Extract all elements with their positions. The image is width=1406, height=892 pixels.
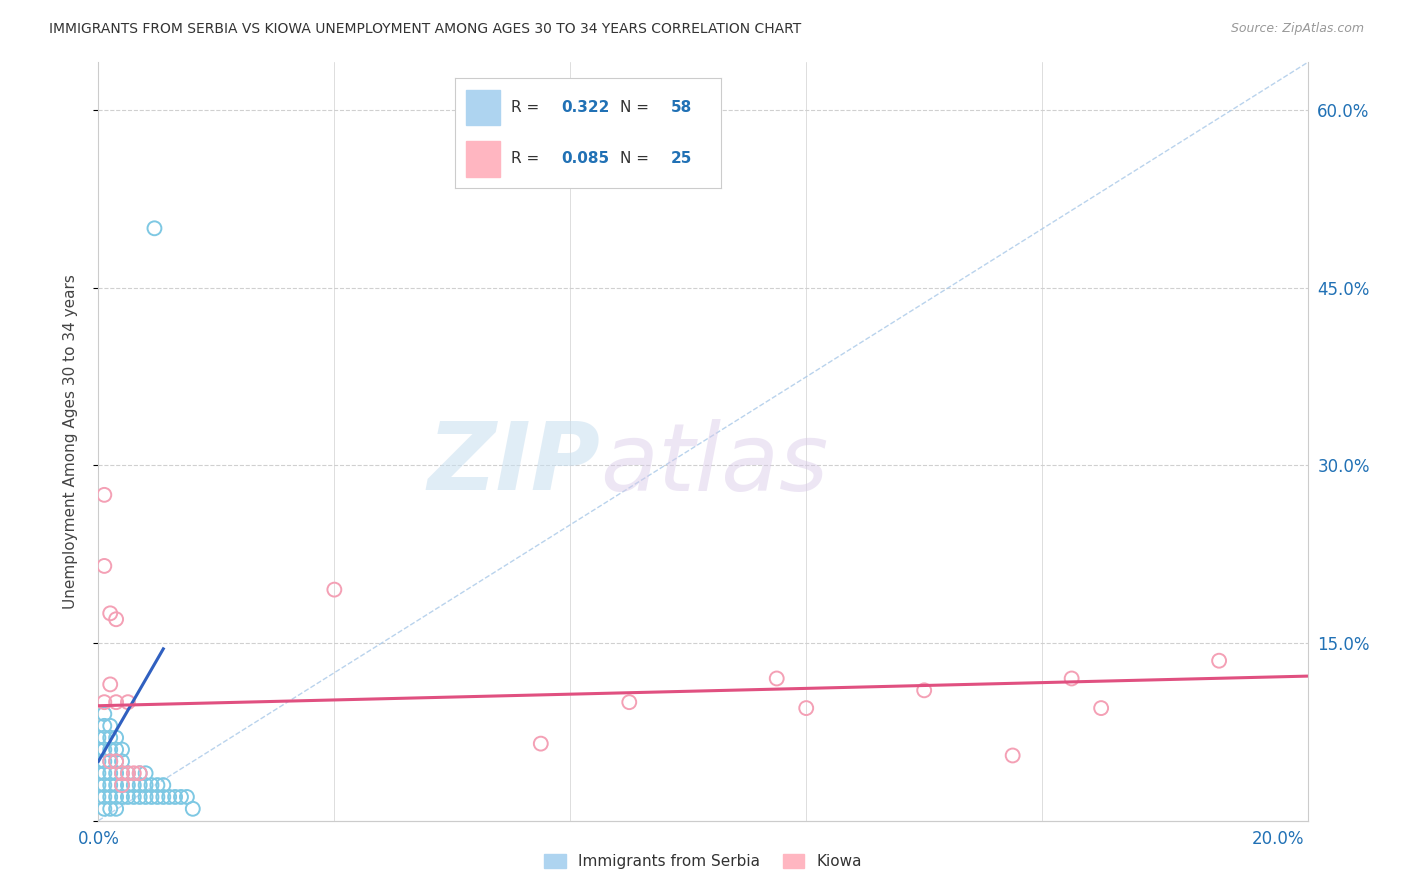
Point bbox=[105, 766, 128, 780]
Point bbox=[146, 789, 169, 804]
Point bbox=[98, 755, 121, 769]
Point bbox=[135, 778, 157, 792]
Point bbox=[93, 742, 115, 756]
Point bbox=[93, 719, 115, 733]
Point bbox=[93, 706, 115, 721]
Point bbox=[128, 789, 150, 804]
Point bbox=[117, 778, 139, 792]
Point bbox=[93, 766, 115, 780]
Point bbox=[93, 731, 115, 745]
Point bbox=[105, 755, 128, 769]
Point bbox=[87, 755, 110, 769]
Text: IMMIGRANTS FROM SERBIA VS KIOWA UNEMPLOYMENT AMONG AGES 30 TO 34 YEARS CORRELATI: IMMIGRANTS FROM SERBIA VS KIOWA UNEMPLOY… bbox=[49, 22, 801, 37]
Point bbox=[93, 802, 115, 816]
Point bbox=[105, 742, 128, 756]
Point bbox=[87, 742, 110, 756]
Point bbox=[146, 778, 169, 792]
Point bbox=[1060, 672, 1083, 686]
Point bbox=[135, 789, 157, 804]
Point bbox=[98, 789, 121, 804]
Point bbox=[176, 789, 198, 804]
Point bbox=[117, 789, 139, 804]
Point bbox=[105, 778, 128, 792]
Point bbox=[98, 755, 121, 769]
Point bbox=[128, 778, 150, 792]
Point bbox=[170, 789, 193, 804]
Point bbox=[93, 488, 115, 502]
Y-axis label: Unemployment Among Ages 30 to 34 years: Unemployment Among Ages 30 to 34 years bbox=[63, 274, 77, 609]
Text: Source: ZipAtlas.com: Source: ZipAtlas.com bbox=[1230, 22, 1364, 36]
Point bbox=[152, 778, 174, 792]
Point bbox=[122, 766, 145, 780]
Point bbox=[122, 778, 145, 792]
Legend: Immigrants from Serbia, Kiowa: Immigrants from Serbia, Kiowa bbox=[538, 847, 868, 875]
Point bbox=[135, 766, 157, 780]
Point bbox=[105, 731, 128, 745]
Text: ZIP: ZIP bbox=[427, 418, 600, 510]
Point bbox=[117, 766, 139, 780]
Point bbox=[105, 755, 128, 769]
Point bbox=[98, 742, 121, 756]
Point bbox=[141, 778, 163, 792]
Point bbox=[87, 766, 110, 780]
Point bbox=[105, 695, 128, 709]
Point bbox=[111, 778, 134, 792]
Point bbox=[128, 766, 150, 780]
Point bbox=[111, 742, 134, 756]
Point bbox=[128, 766, 150, 780]
Point bbox=[1001, 748, 1024, 763]
Point bbox=[105, 789, 128, 804]
Point bbox=[105, 802, 128, 816]
Point bbox=[141, 789, 163, 804]
Point bbox=[530, 737, 553, 751]
Point bbox=[165, 789, 187, 804]
Point bbox=[111, 778, 134, 792]
Point bbox=[111, 789, 134, 804]
Point bbox=[1208, 654, 1230, 668]
Point bbox=[765, 672, 787, 686]
Point bbox=[98, 731, 121, 745]
Point bbox=[87, 731, 110, 745]
Point bbox=[122, 789, 145, 804]
Point bbox=[117, 766, 139, 780]
Point bbox=[93, 755, 115, 769]
Point bbox=[143, 221, 166, 235]
Point bbox=[93, 558, 115, 573]
Point bbox=[111, 755, 134, 769]
Point bbox=[98, 802, 121, 816]
Point bbox=[152, 789, 174, 804]
Point bbox=[98, 719, 121, 733]
Point bbox=[98, 766, 121, 780]
Point bbox=[794, 701, 817, 715]
Point bbox=[111, 766, 134, 780]
Point bbox=[87, 778, 110, 792]
Point bbox=[98, 778, 121, 792]
Point bbox=[105, 612, 128, 626]
Point bbox=[912, 683, 935, 698]
Point bbox=[1090, 701, 1112, 715]
Point bbox=[98, 677, 121, 691]
Point bbox=[93, 778, 115, 792]
Point bbox=[111, 766, 134, 780]
Point bbox=[87, 789, 110, 804]
Point bbox=[619, 695, 641, 709]
Point bbox=[93, 789, 115, 804]
Text: atlas: atlas bbox=[600, 418, 828, 510]
Point bbox=[117, 695, 139, 709]
Point bbox=[323, 582, 346, 597]
Point bbox=[157, 789, 180, 804]
Point bbox=[98, 607, 121, 621]
Point bbox=[181, 802, 204, 816]
Point bbox=[93, 695, 115, 709]
